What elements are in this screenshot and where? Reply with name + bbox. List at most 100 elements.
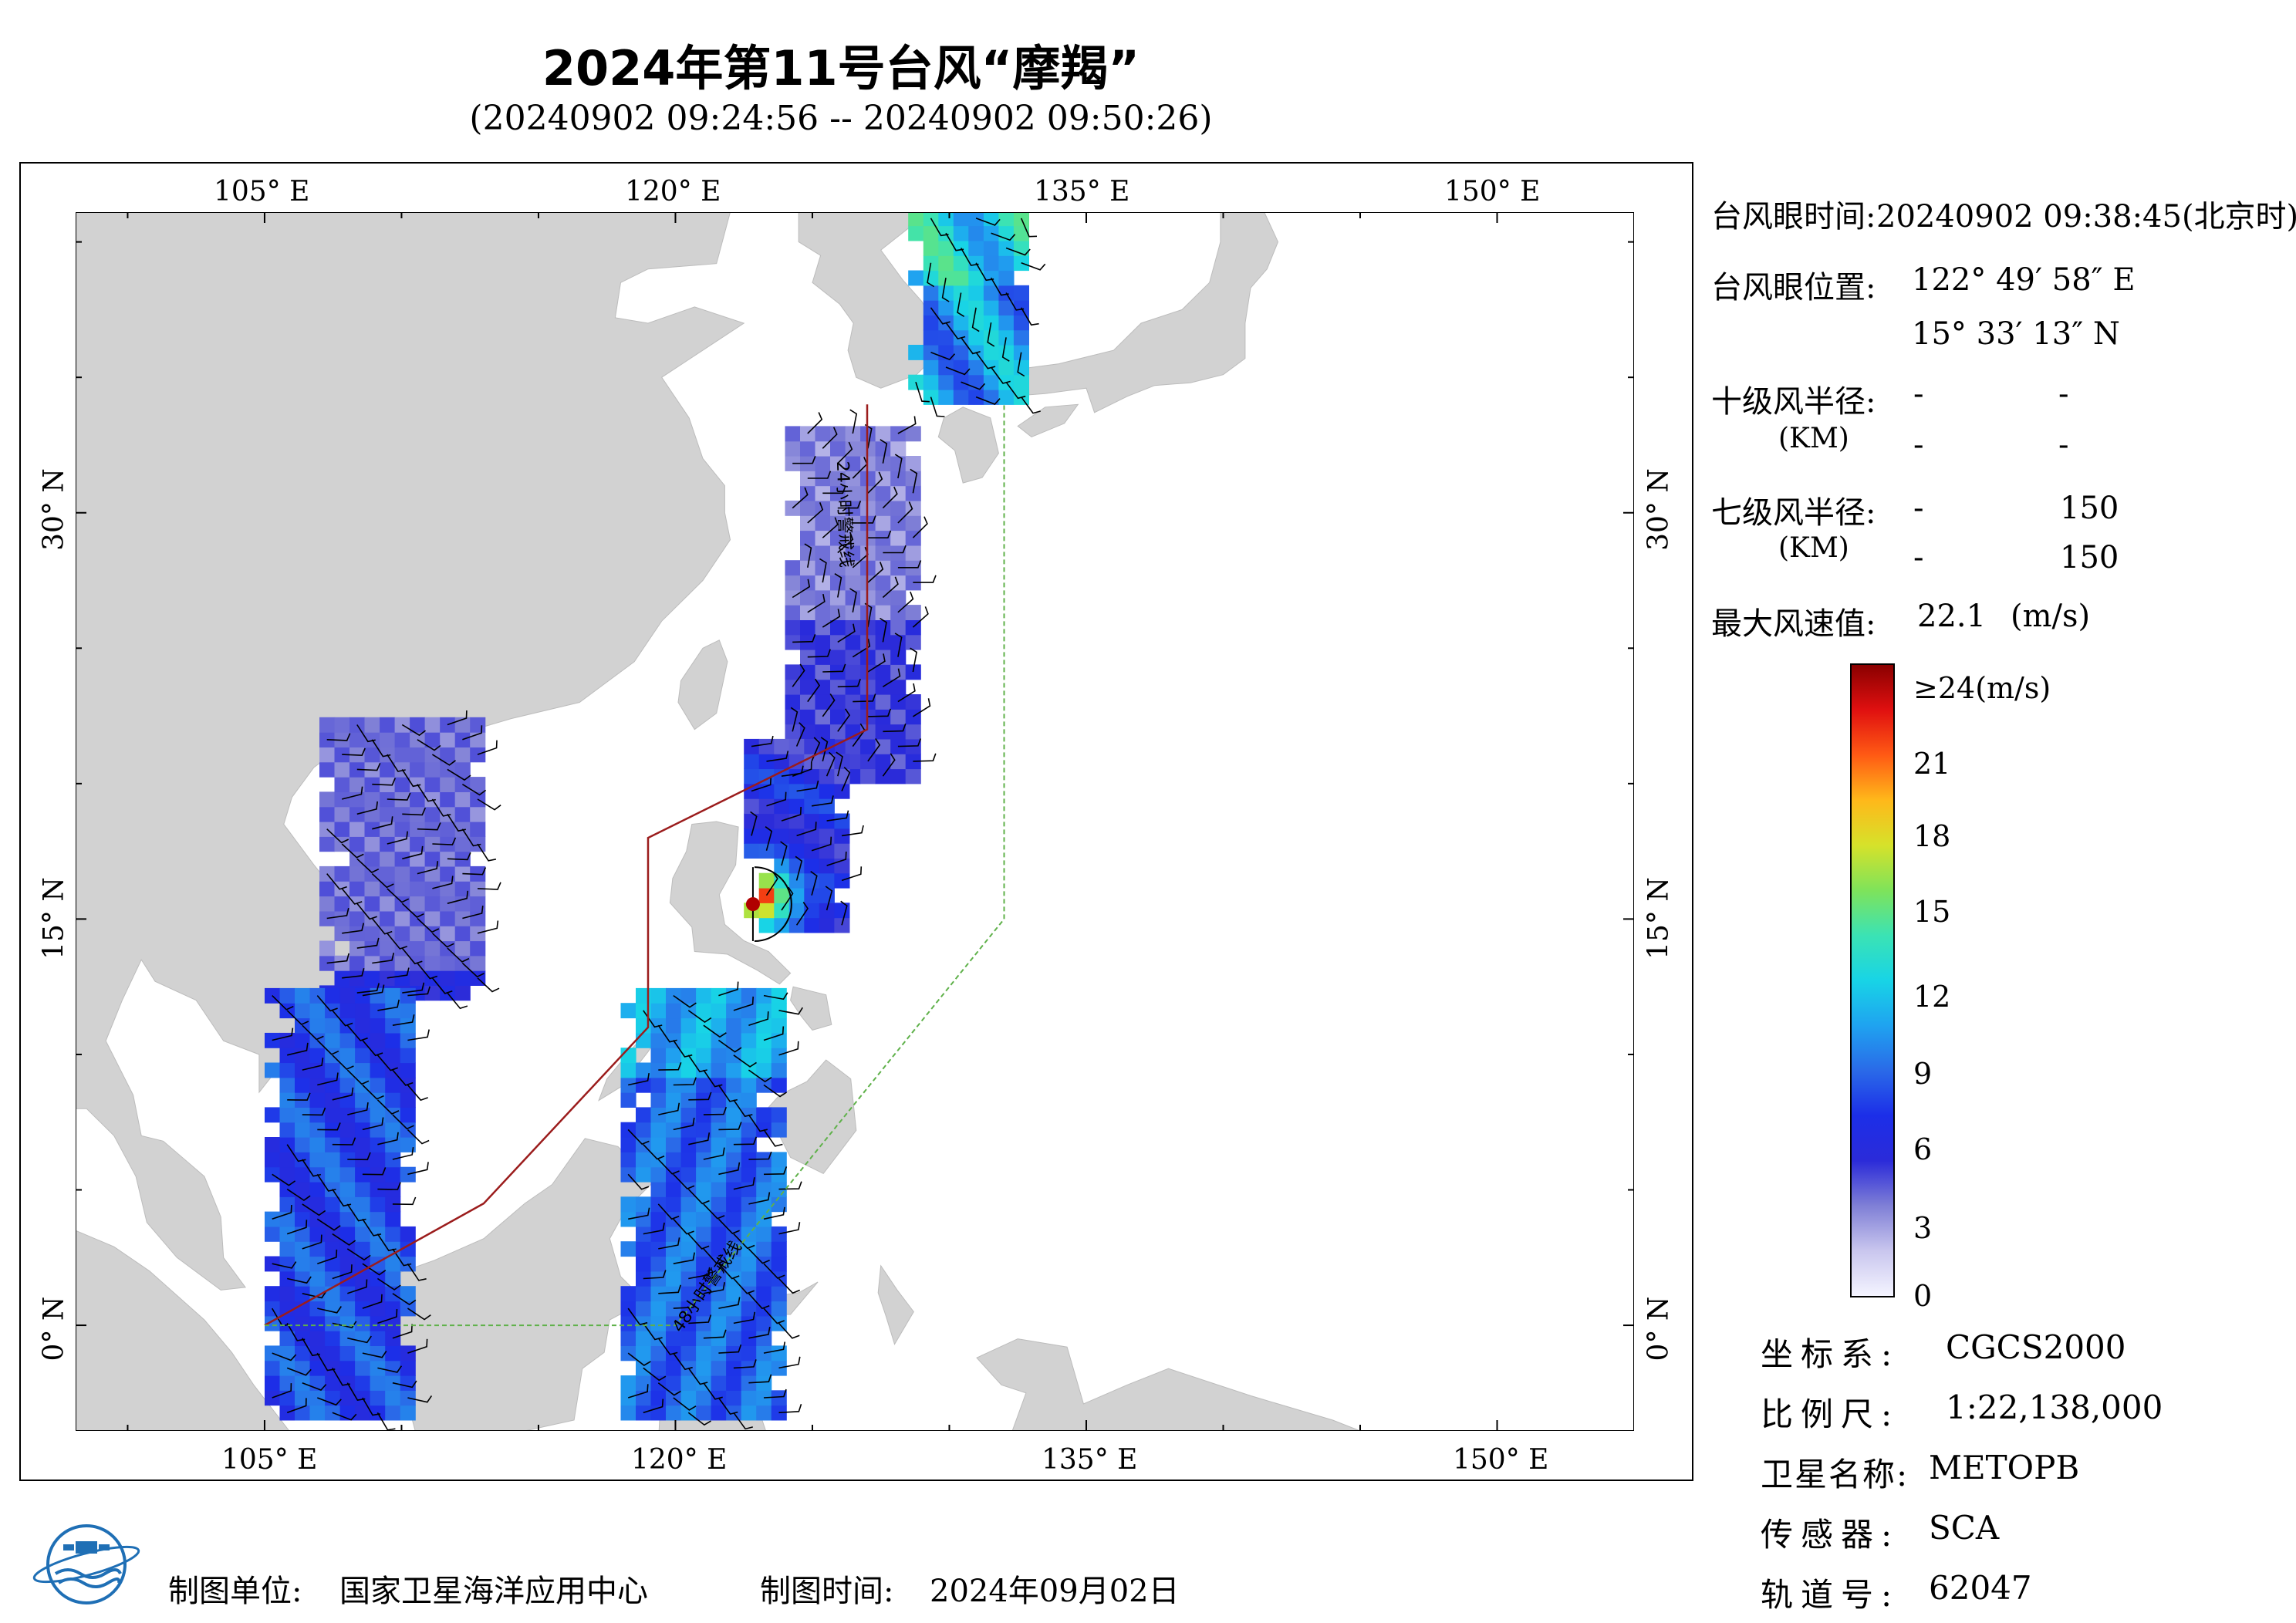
lat-label-right-15: 15° N xyxy=(1643,872,1675,965)
wind-cell xyxy=(681,1018,697,1034)
wind-cell xyxy=(741,1078,757,1093)
wind-cell xyxy=(636,1122,651,1138)
wind-cell xyxy=(860,739,876,754)
wind-cell xyxy=(355,1107,370,1122)
wind-cell xyxy=(440,866,455,882)
wind-cell xyxy=(711,1196,727,1212)
wind-cell xyxy=(410,896,425,912)
wind-cell xyxy=(636,1241,651,1257)
wind-cell xyxy=(310,1331,326,1346)
wind-cell xyxy=(984,375,999,390)
wind-cell xyxy=(846,664,861,680)
wind-cell xyxy=(785,441,801,457)
r10-unit: (KM) xyxy=(1778,423,1849,454)
wind-cell xyxy=(370,1390,386,1405)
wind-cell xyxy=(340,1316,356,1331)
wind-cell xyxy=(319,762,335,778)
wind-cell xyxy=(621,1316,636,1331)
wind-cell xyxy=(846,590,861,606)
wind-cell xyxy=(785,694,801,710)
wind-cell xyxy=(666,1107,681,1122)
wind-cell xyxy=(400,1405,416,1421)
wind-cell xyxy=(741,1390,757,1405)
wind-cell xyxy=(295,1003,310,1018)
wind-cell xyxy=(400,1063,416,1078)
wind-cell xyxy=(455,791,471,807)
wind-cell xyxy=(265,1375,280,1391)
wind-cell xyxy=(696,1227,711,1242)
wind-cell xyxy=(800,590,815,606)
wind-cell xyxy=(954,300,969,315)
wind-cell xyxy=(890,501,906,516)
r10-value-1b: - xyxy=(2058,376,2069,412)
wind-cell xyxy=(756,1107,772,1122)
wind-cell xyxy=(265,1361,280,1376)
wind-cell xyxy=(968,330,984,346)
wind-cell xyxy=(726,1033,741,1048)
wind-cell xyxy=(815,709,831,724)
wind-cell xyxy=(380,911,395,926)
r7-unit: (KM) xyxy=(1778,532,1849,564)
wind-cell xyxy=(756,1271,772,1287)
wind-cell xyxy=(440,881,455,896)
wind-cell xyxy=(696,1405,711,1421)
wind-cell xyxy=(938,330,954,346)
wind-cell xyxy=(876,605,891,620)
wind-cell xyxy=(280,1375,295,1391)
lon-label-top-105: 105° E xyxy=(214,176,309,208)
wind-cell xyxy=(340,988,356,1004)
wind-cell xyxy=(876,754,891,769)
wind-cell xyxy=(890,471,906,486)
wind-cell xyxy=(349,791,365,807)
wind-cell xyxy=(876,635,891,650)
wind-cell xyxy=(696,1390,711,1405)
wind-cell xyxy=(772,1257,787,1272)
wind-cell xyxy=(335,896,350,912)
wind-cell xyxy=(800,694,815,710)
wind-cell xyxy=(370,1286,386,1301)
wind-cell xyxy=(325,1167,340,1183)
wind-cell xyxy=(370,1078,386,1093)
wind-cell xyxy=(636,1212,651,1227)
r7-value-1b: 150 xyxy=(2060,491,2119,526)
wind-cell xyxy=(666,1003,681,1018)
wind-cell xyxy=(772,1286,787,1301)
wind-cell xyxy=(744,843,759,859)
wind-cell xyxy=(440,926,455,941)
wind-cell xyxy=(280,1078,295,1093)
wind-cell xyxy=(741,1122,757,1138)
wind-cell xyxy=(711,1405,727,1421)
r10-label: 十级风半径: xyxy=(1711,376,1876,421)
eye-position-label: 台风眼位置: xyxy=(1711,262,1876,307)
wind-cell xyxy=(310,1003,326,1018)
map-title: 2024年第11号台风“摩羯” xyxy=(0,29,1682,99)
wind-cell xyxy=(772,1107,787,1122)
wind-cell xyxy=(785,426,801,441)
wind-cell xyxy=(890,680,906,695)
wind-cell xyxy=(385,1390,400,1405)
lat-label-right-30: 30° N xyxy=(1643,464,1675,556)
colorbar-label-21: 21 xyxy=(1913,747,1950,781)
wind-cell xyxy=(310,1092,326,1108)
r7-value-2b: 150 xyxy=(2060,540,2119,575)
wind-cell xyxy=(651,1345,667,1361)
r10-value-2a: - xyxy=(1913,427,1924,463)
wind-cell xyxy=(340,1361,356,1376)
wind-cell xyxy=(325,1345,340,1361)
eye-longitude: 122° 49′ 58″ E xyxy=(1912,262,2136,298)
wind-cell xyxy=(636,1078,651,1093)
wind-cell xyxy=(340,1092,356,1108)
wind-cell xyxy=(385,1405,400,1421)
wind-cell xyxy=(340,1182,356,1197)
wind-cell xyxy=(938,212,954,226)
wind-cell xyxy=(280,1033,295,1048)
wind-cell xyxy=(726,1167,741,1183)
wind-cell xyxy=(621,1375,636,1391)
wind-cell xyxy=(455,807,471,822)
wind-cell xyxy=(984,345,999,360)
wind-cell xyxy=(400,1375,416,1391)
wind-cell xyxy=(800,545,815,561)
wind-cell xyxy=(759,814,775,829)
wind-cell xyxy=(395,747,410,762)
wind-cell xyxy=(906,664,921,680)
